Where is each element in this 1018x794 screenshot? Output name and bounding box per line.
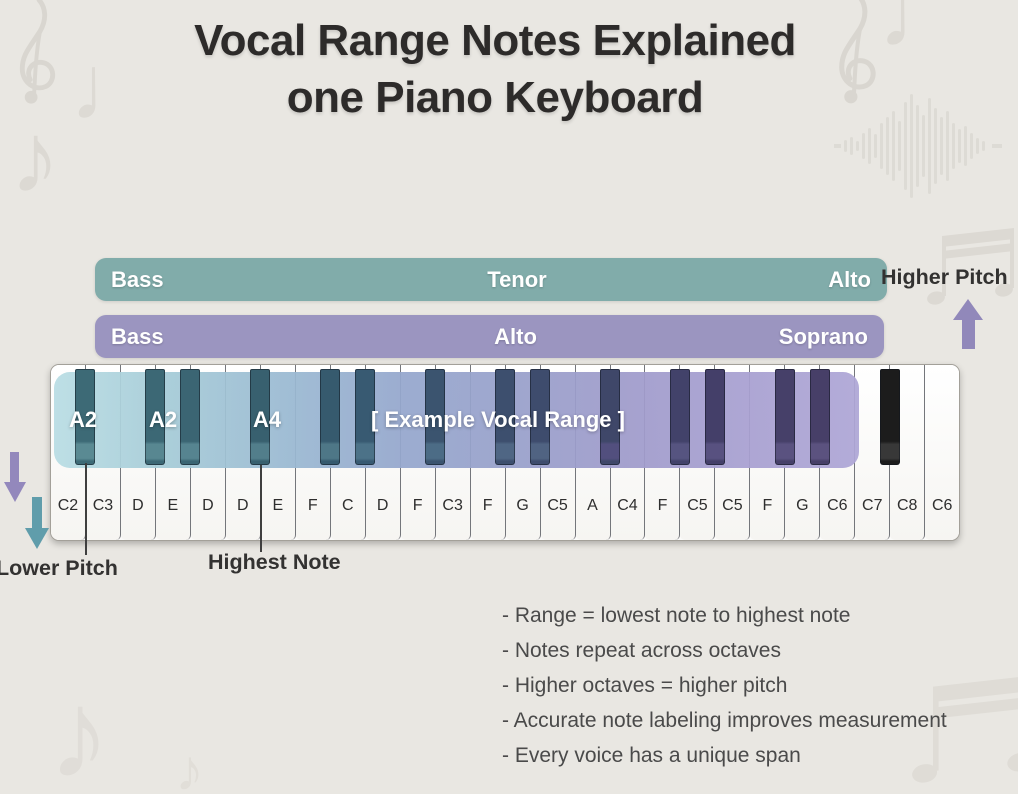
white-key-label: C6 [827,497,848,514]
voice-range-bar-tenor: Bass Tenor Alto [95,258,887,301]
black-key [320,369,340,465]
black-key [180,369,200,465]
black-key [425,369,445,465]
bar1-label-alto: Alto [828,266,871,292]
bar2-label-soprano: Soprano [778,323,868,349]
white-key-label: C3 [442,497,463,514]
white-key-label: C4 [617,497,638,514]
white-key-label: D [202,497,214,514]
white-key-label: C3 [92,497,114,514]
voice-range-bar-soprano: Bass Alto Soprano [95,315,884,358]
white-key-label: C5 [547,497,568,514]
black-key [880,369,900,465]
page-title-line2: one Piano Keyboard [286,73,704,122]
music-note-icon: ♪ [48,665,111,794]
white-key-label: C5 [687,497,708,514]
white-key-label: F [762,497,773,514]
note-line: - Range = lowest note to highest note [502,604,851,627]
bar2-label-alto: Alto [494,323,537,349]
white-key-label: F [412,497,423,514]
white-key-label: G [516,497,529,514]
highest-note-label: Highest Note [208,550,341,574]
notes-list: - Range = lowest note to highest note - N… [502,598,947,773]
white-key-label: E [272,497,284,514]
piano-keyboard: C2 C3 D E D D E F C D F C3 F G C5 A C4 F C5 C5 F G C6 C7 C8 C6 [50,364,960,541]
white-key-label: A [587,497,598,514]
overlay-note-label-3: A4 [252,407,282,432]
white-key-label: E [167,497,179,514]
white-key-label: D [132,497,144,514]
white-key-label: C7 [862,497,883,514]
black-key [250,369,270,465]
white-key-label: C [341,497,354,514]
black-key [705,369,725,465]
bar1-label-bass: Bass [111,266,164,292]
highest-note-pointer-line [260,465,262,552]
up-arrow-icon [953,299,983,349]
lowest-note-pointer-line [85,463,87,555]
white-key-label: C8 [897,497,918,514]
down-arrow-icon [3,452,26,502]
black-key [600,369,620,465]
black-key [775,369,795,465]
black-key [355,369,375,465]
overlay-note-label-1: A2 [68,407,98,432]
black-key [810,369,830,465]
white-key-label: F [307,497,318,514]
bar2-label-bass: Bass [111,323,164,349]
music-note-icon: ♪ [175,738,204,794]
example-vocal-range-label: [ Example Vocal Range ] [371,407,625,432]
black-key [530,369,550,465]
white-key-label: C6 [931,497,953,514]
white-key-label: D [237,497,249,514]
note-line: - Every voice has a unique span [502,744,801,767]
page-title-line1: Vocal Range Notes Explained [194,16,796,65]
bar1-label-tenor: Tenor [487,266,547,292]
higher-pitch-label: Higher Pitch [881,265,1008,289]
lower-pitch-label: Lower Pitch [0,556,118,580]
page-title: Vocal Range Notes Explained one Piano Ke… [0,12,990,126]
note-line: - Notes repeat across octaves [502,639,781,662]
black-key [495,369,515,465]
white-key-label: F [657,497,668,514]
white-key-label: C2 [57,497,79,514]
white-key-c6: C6 [925,365,959,540]
note-line: - Accurate note labeling improves measur… [502,709,947,732]
note-line: - Higher octaves = higher pitch [502,674,788,697]
white-key-label: F [482,497,493,514]
overlay-note-label-2: A2 [148,407,178,432]
down-arrow-icon [24,497,49,549]
black-key [670,369,690,465]
black-key [145,369,165,465]
white-key-label: D [376,497,389,514]
white-key-label: G [796,497,809,514]
white-key-label: C5 [722,497,743,514]
